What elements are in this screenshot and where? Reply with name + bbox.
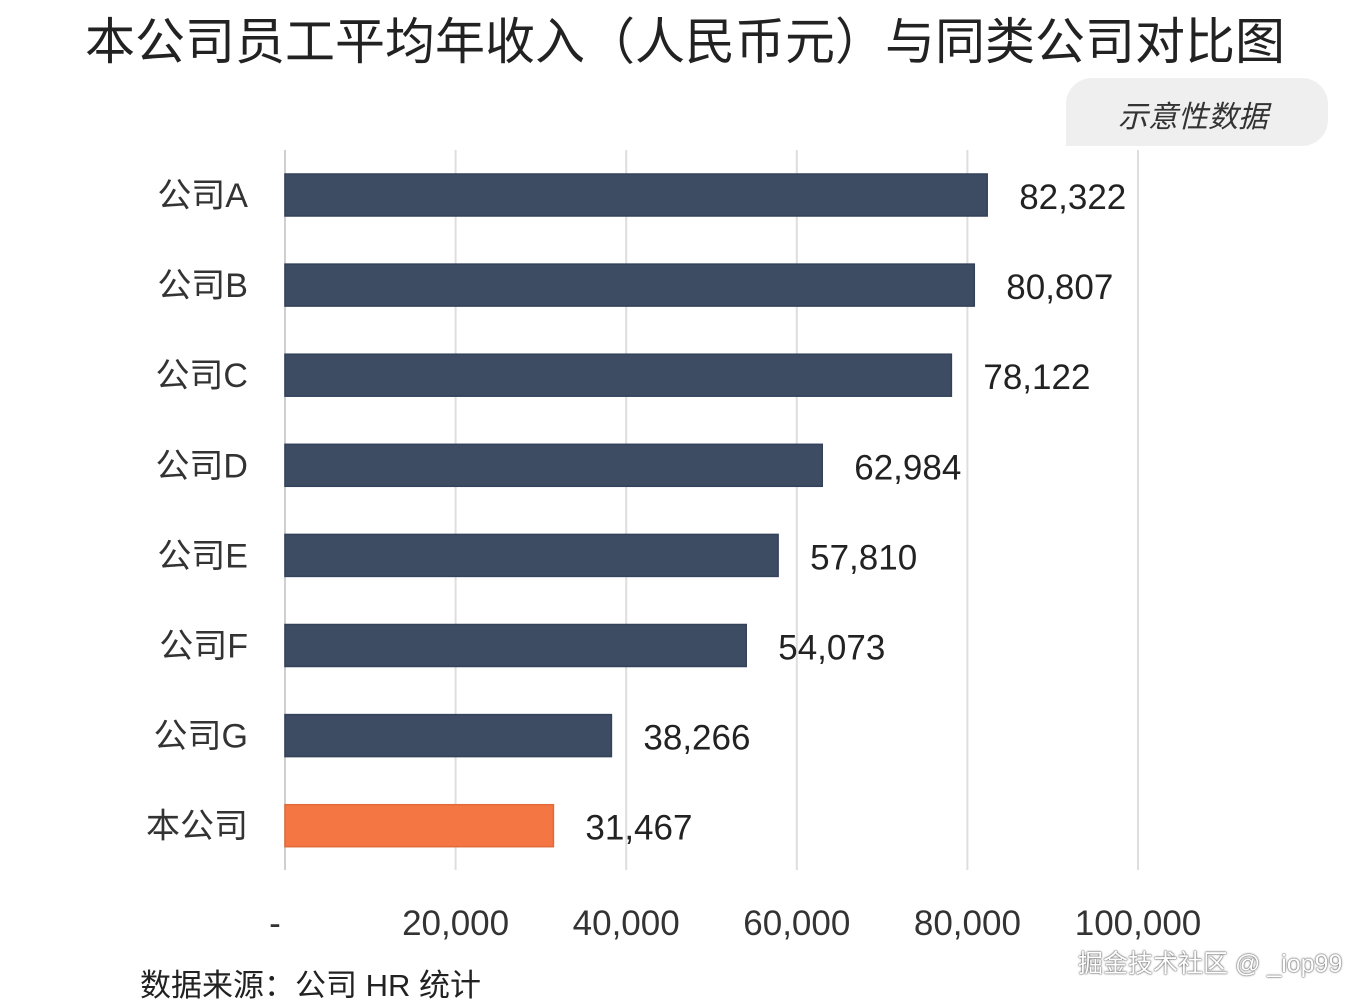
category-label: 本公司 bbox=[146, 808, 248, 846]
category-label: 公司B bbox=[157, 267, 248, 305]
category-label: 公司A bbox=[157, 177, 248, 215]
bar bbox=[284, 173, 988, 217]
bar bbox=[284, 713, 613, 758]
badge-text: 示意性数据 bbox=[1118, 101, 1268, 134]
bar bbox=[284, 623, 747, 668]
x-tick-label: - bbox=[269, 904, 281, 943]
category-label: 公司C bbox=[155, 357, 248, 395]
x-tick-label: 40,000 bbox=[573, 904, 680, 943]
value-label: 78,122 bbox=[983, 358, 1090, 397]
value-label: 82,322 bbox=[1019, 178, 1126, 217]
bar bbox=[284, 443, 824, 488]
value-label: 31,467 bbox=[585, 809, 692, 848]
category-label: 公司D bbox=[155, 447, 248, 485]
bar bbox=[284, 533, 779, 578]
value-label: 54,073 bbox=[778, 629, 885, 668]
value-label: 38,266 bbox=[643, 719, 750, 758]
chart-title: 本公司员工平均年收入（人民币元）与同类公司对比图 bbox=[85, 14, 1285, 70]
bar bbox=[284, 353, 953, 397]
watermark: 掘金技术社区 @ _iop99 bbox=[1078, 950, 1343, 978]
x-tick-label: 100,000 bbox=[1075, 904, 1202, 943]
x-tick-label: 20,000 bbox=[402, 904, 509, 943]
value-label: 80,807 bbox=[1006, 268, 1113, 307]
value-label: 57,810 bbox=[810, 538, 917, 577]
bar bbox=[284, 263, 976, 307]
bar bbox=[284, 803, 555, 848]
sample-data-badge: 示意性数据 bbox=[1066, 78, 1328, 146]
value-label: 62,984 bbox=[854, 448, 961, 487]
data-source-note: 数据来源：公司 HR 统计 bbox=[140, 968, 481, 1003]
category-label: 公司E bbox=[157, 537, 248, 575]
category-label: 公司G bbox=[154, 718, 248, 756]
category-label: 公司F bbox=[159, 628, 248, 666]
x-tick-label: 80,000 bbox=[914, 904, 1021, 943]
x-tick-label: 60,000 bbox=[743, 904, 850, 943]
